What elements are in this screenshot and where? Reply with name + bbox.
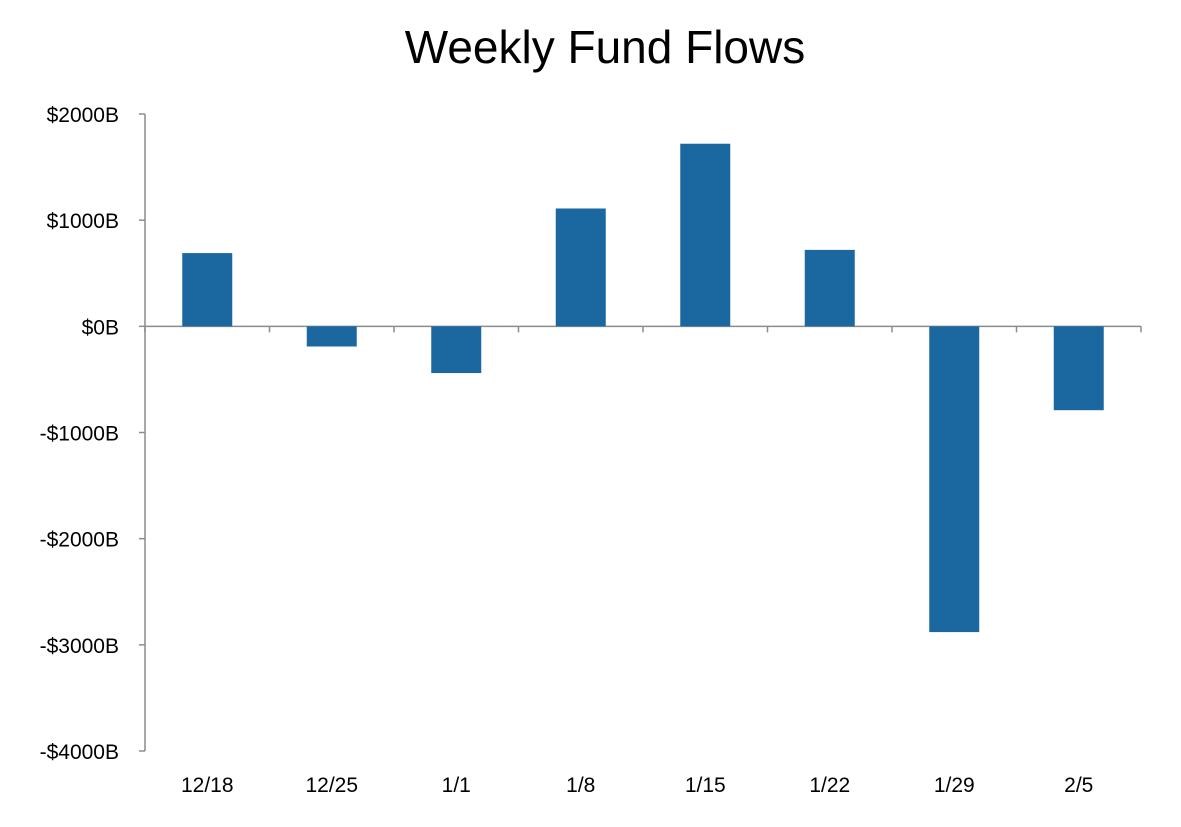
x-tick-label: 1/29: [934, 774, 975, 797]
x-tick-label: 2/5: [1064, 774, 1093, 797]
y-tick-label: $2000B: [47, 104, 119, 127]
y-tick-label: -$3000B: [40, 635, 119, 658]
x-tick-label: 1/1: [442, 774, 471, 797]
bar-series: [182, 143, 1104, 633]
bar: [929, 326, 980, 633]
bar: [182, 253, 233, 327]
y-tick-label: $0B: [82, 316, 119, 339]
y-axis: $2000B $1000B $0B -$1000B -$2000B -$3000B -$40…: [40, 104, 146, 764]
bar: [555, 208, 606, 327]
x-tick-label: 1/15: [685, 774, 726, 797]
x-tick-label: 1/22: [809, 774, 850, 797]
y-tick-label: -$2000B: [40, 529, 119, 552]
x-tick-label: 12/18: [181, 774, 234, 797]
x-tick-label: 12/25: [305, 774, 358, 797]
y-tick-label: $1000B: [47, 210, 119, 233]
y-tick-label: -$1000B: [40, 423, 119, 446]
chart-title: Weekly Fund Flows: [405, 21, 806, 73]
bar: [1053, 326, 1104, 411]
x-tick-label: 1/8: [566, 774, 595, 797]
bar: [431, 326, 482, 374]
x-axis: 12/18 12/25 1/1 1/8 1/15 1/22 1/29 2/5: [144, 325, 1142, 797]
y-tick-label: -$4000B: [40, 741, 119, 764]
bar: [306, 326, 357, 347]
bar: [804, 249, 855, 327]
bar: [680, 143, 731, 327]
